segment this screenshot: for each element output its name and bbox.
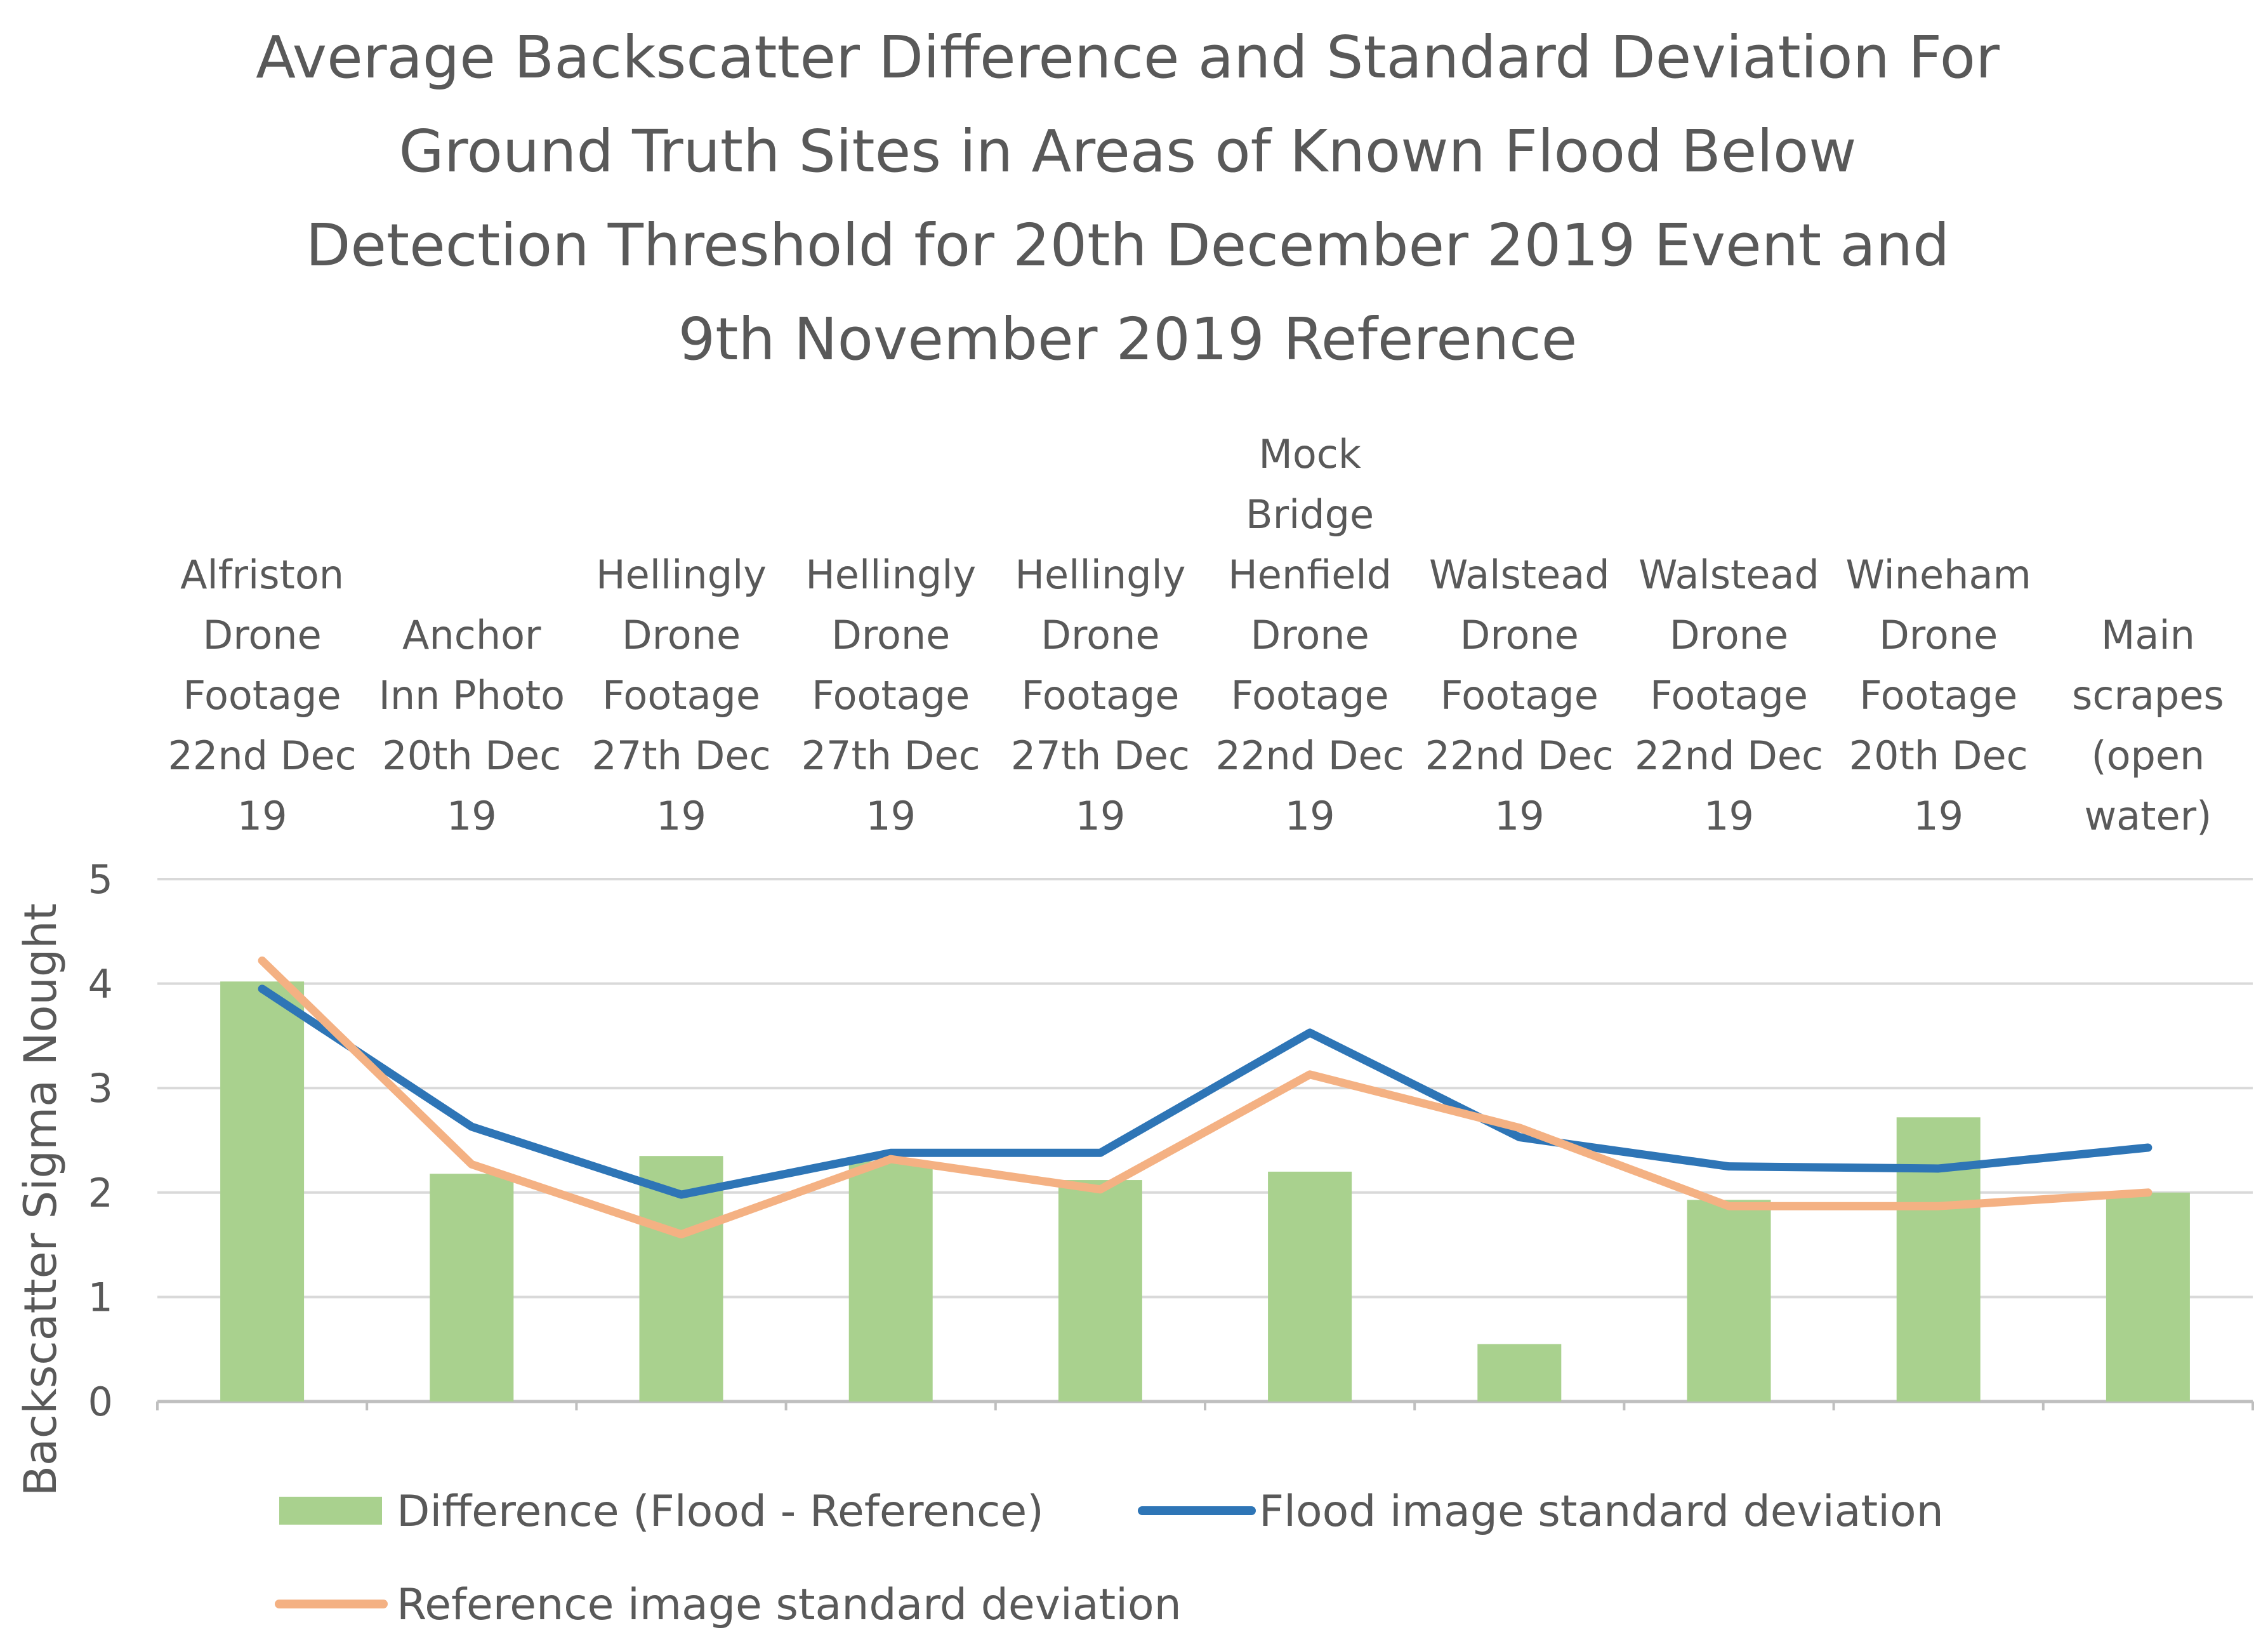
category-label-line: Drone <box>1041 612 1159 658</box>
category-label-line: water) <box>2084 793 2212 839</box>
bar-difference-7 <box>1477 1344 1562 1402</box>
category-label-line: 27th Dec <box>591 732 770 779</box>
category-label-line: 22nd Dec <box>1425 732 1614 779</box>
y-tick-3: 3 <box>88 1065 113 1111</box>
line-reference-std <box>258 956 2153 1239</box>
category-label-line: 22nd Dec <box>1635 732 1823 779</box>
y-tick-0: 0 <box>88 1379 113 1425</box>
legend: Difference (Flood - Reference) Flood imag… <box>275 1487 1944 1630</box>
legend-item-reference-std: Reference image standard deviation <box>275 1580 1182 1630</box>
category-label-line: 27th Dec <box>801 732 980 779</box>
y-tick-5: 5 <box>88 856 113 903</box>
category-label-line: Anchor <box>402 612 541 658</box>
category-label-line: Drone <box>1670 612 1788 658</box>
chart-title: Average Backscatter Difference and Stand… <box>256 23 2000 373</box>
category-label-line: 27th Dec <box>1011 732 1190 779</box>
category-label-9: Wineham Drone Footage 20th Dec 19 <box>1846 552 2031 839</box>
y-axis-title: Backscatter Sigma Nought <box>15 903 67 1496</box>
y-tick-1: 1 <box>88 1274 113 1320</box>
category-label-line: Walstead <box>1429 552 1610 598</box>
title-line-3: Detection Threshold for 20th December 20… <box>306 211 1950 279</box>
category-label-line: 19 <box>1285 793 1335 839</box>
category-label-line: Hellingly <box>596 552 767 598</box>
line-series <box>258 956 2153 1239</box>
category-label-line: 19 <box>656 793 706 839</box>
category-label-line: 22nd Dec <box>1215 732 1404 779</box>
category-label-1: Alfriston Drone Footage 22nd Dec 19 <box>168 552 356 839</box>
category-label-line: scrapes <box>2072 672 2224 719</box>
category-label-line: 22nd Dec <box>168 732 356 779</box>
y-tick-labels: 0 1 2 3 4 5 <box>88 856 113 1425</box>
title-line-1: Average Backscatter Difference and Stand… <box>256 23 2000 91</box>
category-label-8: Walstead Drone Footage 22nd Dec 19 <box>1635 552 1823 839</box>
category-label-line: Drone <box>1250 612 1369 658</box>
category-label-line: Walstead <box>1638 552 1819 598</box>
bar-difference-1 <box>220 981 305 1402</box>
category-label-line: 19 <box>237 793 287 839</box>
category-label-line: Footage <box>183 672 341 719</box>
category-label-line: Alfriston <box>180 552 344 598</box>
y-tick-4: 4 <box>88 961 113 1007</box>
category-label-line: Mock <box>1258 431 1361 477</box>
bar-difference-5 <box>1058 1180 1142 1402</box>
category-label-3: Hellingly Drone Footage 27th Dec 19 <box>591 552 770 839</box>
category-label-line: Main <box>2101 612 2195 658</box>
legend-item-flood-std: Flood image standard deviation <box>1138 1487 1944 1537</box>
category-label-line: Footage <box>812 672 970 719</box>
legend-label: Flood image standard deviation <box>1259 1487 1944 1537</box>
bar-difference-10 <box>2106 1192 2190 1402</box>
category-label-line: Footage <box>1650 672 1808 719</box>
category-label-10: Main scrapes (open water) <box>2072 612 2224 839</box>
bar-difference-8 <box>1687 1200 1771 1402</box>
category-label-2: Anchor Inn Photo 20th Dec 19 <box>379 612 565 839</box>
category-label-line: Hellingly <box>805 552 976 598</box>
category-label-line: 19 <box>1494 793 1545 839</box>
category-label-4: Hellingly Drone Footage 27th Dec 19 <box>801 552 980 839</box>
bar-series <box>220 981 2190 1402</box>
legend-item-difference: Difference (Flood - Reference) <box>279 1487 1044 1537</box>
category-label-line: 20th Dec <box>382 732 561 779</box>
category-label-line: Drone <box>1460 612 1579 658</box>
title-line-4: 9th November 2019 Reference <box>678 305 1578 373</box>
category-label-line: 19 <box>1704 793 1754 839</box>
category-labels: Alfriston Drone Footage 22nd Dec 19 Anchor Inn… <box>168 431 2224 839</box>
category-label-line: 19 <box>866 793 916 839</box>
category-tick-marks <box>156 1402 2254 1410</box>
category-label-line: Footage <box>1859 672 2017 719</box>
title-line-2: Ground Truth Sites in Areas of Known Flo… <box>399 117 1856 185</box>
category-label-line: Drone <box>622 612 741 658</box>
category-label-line: Wineham <box>1846 552 2031 598</box>
category-label-line: Footage <box>602 672 760 719</box>
category-label-7: Walstead Drone Footage 22nd Dec 19 <box>1425 552 1614 839</box>
category-label-6: Mock Bridge Henfield Drone Footage 22nd Dec 19 <box>1215 431 1404 839</box>
bar-difference-6 <box>1268 1171 1352 1402</box>
legend-label: Difference (Flood - Reference) <box>397 1487 1044 1537</box>
category-label-line: Bridge <box>1246 491 1374 538</box>
category-label-line: Footage <box>1231 672 1389 719</box>
category-label-line: Drone <box>202 612 321 658</box>
category-label-line: Drone <box>831 612 950 658</box>
bar-difference-9 <box>1896 1117 1981 1402</box>
category-label-line: Footage <box>1021 672 1179 719</box>
category-label-line: Drone <box>1879 612 1998 658</box>
category-label-line: Henfield <box>1228 552 1392 598</box>
category-label-line: Footage <box>1441 672 1599 719</box>
line-flood-std <box>258 984 2153 1199</box>
y-tick-2: 2 <box>88 1170 113 1216</box>
category-label-line: Hellingly <box>1015 552 1185 598</box>
category-label-line: 19 <box>1913 793 1963 839</box>
category-label-line: 20th Dec <box>1849 732 2028 779</box>
legend-label: Reference image standard deviation <box>397 1580 1182 1630</box>
bar-difference-4 <box>848 1161 933 1402</box>
category-label-line: 19 <box>447 793 497 839</box>
category-label-line: (open <box>2091 732 2205 779</box>
category-label-5: Hellingly Drone Footage 27th Dec 19 <box>1011 552 1190 839</box>
bar-difference-2 <box>430 1174 514 1402</box>
category-label-line: Inn Photo <box>379 672 565 719</box>
category-label-line: 19 <box>1075 793 1125 839</box>
legend-swatch-bar <box>279 1497 382 1525</box>
